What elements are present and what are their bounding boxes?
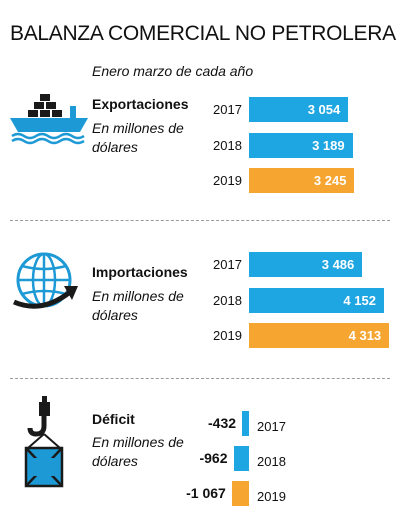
deficit-title: Déficit: [92, 411, 135, 427]
year-label: 2019: [257, 489, 286, 504]
imports-unit: En millones de dólares: [92, 288, 184, 323]
year-label: 2017: [213, 257, 242, 272]
bar: [233, 446, 249, 471]
bar-value-label: 4 313: [348, 328, 382, 343]
bar: [249, 252, 363, 277]
section-divider: [10, 378, 390, 379]
chart-subtitle: Enero marzo de cada año: [92, 63, 254, 79]
year-label: 2017: [257, 419, 286, 434]
exports-unit: En millones de dólares: [92, 120, 184, 155]
bar-value-label: 3 245: [313, 173, 347, 188]
year-label: 2018: [213, 293, 242, 308]
year-label: 2019: [213, 328, 242, 343]
cargo-ship-icon: [10, 94, 88, 145]
bar-value-label: -432: [208, 415, 237, 431]
year-label: 2018: [213, 138, 242, 153]
deficit-unit: En millones de dólares: [92, 434, 184, 469]
bar: [231, 481, 249, 506]
year-label: 2019: [213, 173, 242, 188]
year-label: 2018: [257, 454, 286, 469]
bar-value-label: 3 054: [307, 102, 341, 117]
bar-value-label: 4 152: [343, 293, 376, 308]
bar: [249, 288, 384, 313]
year-label: 2017: [213, 102, 242, 117]
section-divider: [10, 220, 390, 221]
bar: [249, 97, 349, 122]
globe-arrow-icon: [13, 252, 78, 309]
bar-value-label: 3 486: [321, 257, 355, 272]
bar: [249, 323, 390, 348]
bar: [249, 133, 353, 158]
crane-hook-crate-icon: [24, 396, 64, 488]
chart-title: BALANZA COMERCIAL NO PETROLERA: [10, 22, 396, 45]
bar-value-label: -1 067: [186, 485, 226, 501]
imports-title: Importaciones: [92, 264, 188, 280]
bar: [249, 168, 355, 193]
bar-value-label: 3 189: [312, 138, 345, 153]
exports-title: Exportaciones: [92, 96, 189, 112]
bar: [242, 411, 249, 436]
bar-value-label: -962: [199, 450, 228, 466]
